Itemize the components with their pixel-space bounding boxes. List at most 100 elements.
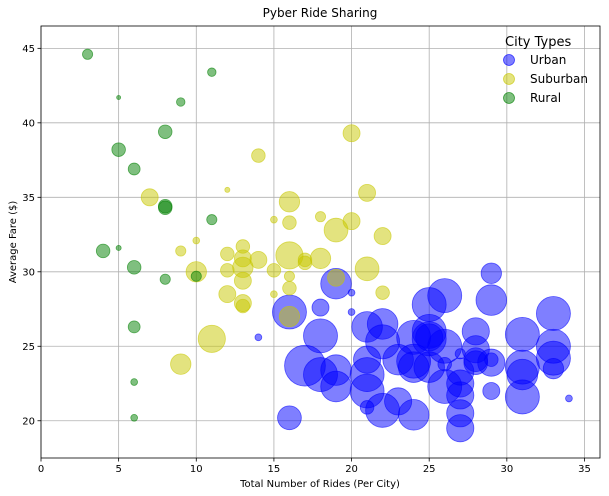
urban-point [480, 262, 502, 284]
rural-point [206, 214, 218, 226]
x-tick-label: 5 [115, 464, 121, 475]
x-axis-label: Total Number of Rides (Per City) [239, 479, 400, 490]
y-tick-label: 30 [22, 267, 35, 278]
y-tick-label: 45 [22, 44, 35, 55]
suburban-point [192, 236, 201, 245]
legend: City Types Urban Suburban Rural [503, 35, 588, 105]
rural-point [126, 260, 142, 275]
x-tick-label: 30 [500, 464, 513, 475]
suburban-point [224, 186, 231, 193]
urban-point [303, 318, 338, 354]
suburban-point [249, 250, 268, 269]
rural-point [116, 95, 122, 100]
suburban-point [358, 183, 376, 202]
suburban-point [270, 215, 278, 224]
urban-point [482, 382, 501, 400]
x-tick-label: 0 [38, 464, 44, 475]
rural-point [130, 378, 138, 386]
suburban-point [251, 148, 266, 163]
rural-point [111, 142, 126, 157]
rural-point [190, 270, 202, 282]
legend-marker-suburban [503, 73, 515, 85]
x-tick-label: 10 [190, 464, 203, 475]
y-tick-label: 40 [22, 118, 35, 129]
legend-marker-urban [503, 54, 515, 66]
series-suburban [140, 124, 392, 375]
x-tick-label: 15 [268, 464, 281, 475]
suburban-point [283, 270, 295, 282]
x-tick-label: 25 [423, 464, 436, 475]
suburban-point [354, 256, 380, 282]
legend-label-suburban: Suburban [530, 72, 588, 86]
series-rural [82, 48, 218, 422]
y-tick-label: 20 [22, 416, 35, 427]
suburban-point [282, 215, 297, 230]
suburban-point [140, 188, 159, 207]
urban-point [277, 405, 302, 431]
rural-point [130, 413, 138, 422]
rural-point [127, 162, 141, 176]
rural-point [176, 97, 186, 107]
y-axis-label: Average Fare ($) [8, 201, 19, 284]
suburban-point [309, 247, 332, 269]
suburban-point [342, 124, 361, 143]
suburban-point [266, 263, 282, 278]
suburban-point [373, 227, 392, 245]
rural-point [158, 200, 173, 215]
rural-point [207, 67, 217, 77]
urban-point [565, 394, 573, 403]
data-points [82, 48, 573, 443]
suburban-point [197, 324, 226, 353]
suburban-point [235, 298, 251, 314]
y-axis-ticks: 20 25 30 35 40 45 [22, 44, 41, 427]
urban-point [475, 284, 508, 316]
suburban-point [323, 217, 349, 243]
suburban-point [297, 255, 313, 271]
rural-point [127, 320, 141, 334]
urban-point [427, 278, 463, 314]
rural-point [82, 48, 94, 60]
suburban-point [327, 268, 345, 287]
urban-point [536, 296, 571, 331]
rural-point [95, 243, 111, 259]
urban-point [542, 358, 565, 380]
suburban-point [233, 271, 252, 290]
urban-point [446, 414, 475, 443]
urban-point [397, 399, 430, 431]
series-urban [254, 262, 573, 443]
suburban-point [220, 263, 235, 278]
suburban-point [314, 211, 326, 223]
legend-label-urban: Urban [530, 53, 566, 67]
y-tick-label: 35 [22, 193, 35, 204]
urban-point [504, 316, 540, 352]
suburban-point [220, 246, 235, 262]
suburban-point [170, 353, 192, 375]
chart-title: Pyber Ride Sharing [263, 6, 378, 20]
suburban-point [218, 285, 237, 304]
legend-title: City Types [505, 35, 571, 50]
suburban-point [270, 290, 278, 298]
x-tick-label: 20 [345, 464, 358, 475]
rural-point [159, 273, 171, 285]
suburban-point [375, 285, 390, 300]
urban-point [311, 298, 330, 317]
x-tick-label: 35 [578, 464, 591, 475]
rural-point [158, 124, 173, 139]
legend-label-rural: Rural [530, 91, 561, 105]
plot-frame [40, 25, 601, 459]
urban-point [254, 333, 263, 342]
urban-point [320, 370, 352, 403]
urban-point [477, 348, 506, 377]
x-axis-ticks: 0 5 10 15 20 25 30 35 [38, 458, 591, 475]
suburban-point [175, 245, 187, 257]
rural-point [115, 245, 122, 251]
suburban-point [278, 191, 301, 213]
urban-point [347, 308, 356, 316]
y-tick-label: 25 [22, 342, 35, 353]
suburban-point [278, 305, 301, 328]
legend-marker-rural [503, 92, 515, 104]
urban-point [504, 379, 540, 415]
suburban-point [342, 212, 361, 231]
urban-point [347, 288, 356, 297]
